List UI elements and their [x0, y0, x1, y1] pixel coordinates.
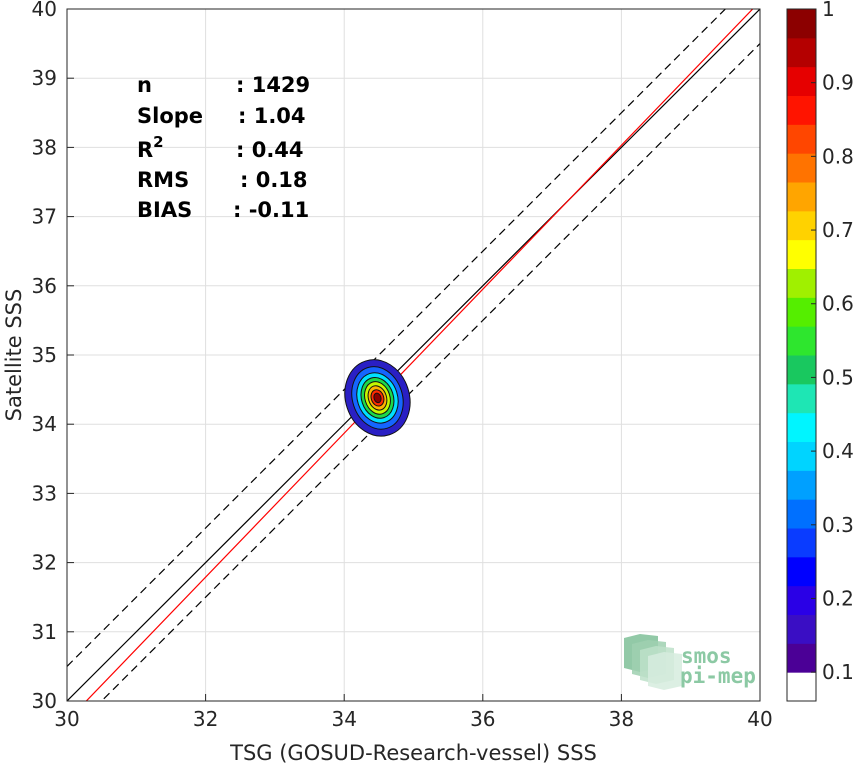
density-contours	[344, 359, 411, 437]
x-tick-label: 32	[193, 707, 218, 731]
y-tick-label: 38	[32, 135, 57, 159]
y-tick-label: 32	[32, 551, 57, 575]
colorbar-segment	[787, 210, 816, 241]
lower-bound-line	[100, 43, 760, 701]
colorbar-tick-label: 0.5	[822, 365, 854, 389]
colorbar-tick-label: 0.3	[822, 513, 854, 537]
colorbar-segment	[787, 355, 816, 385]
upper-bound-line	[67, 9, 727, 667]
stat-value: : -0.11	[233, 198, 309, 222]
x-tick-label: 40	[747, 707, 772, 731]
colorbar-frame	[786, 8, 817, 702]
colorbar-segment	[787, 9, 816, 39]
y-tick-label: 33	[32, 481, 57, 505]
colorbar-ticks: 0.1 0.2 0.3 0.4 0.5 0.6 0.7 0.8 0.9 1	[811, 0, 854, 684]
colorbar-segment	[787, 441, 816, 471]
stat-label: BIAS	[137, 198, 192, 222]
logo-text-smos: smos	[681, 644, 732, 668]
y-tick-label: 36	[32, 274, 57, 298]
identity-line	[67, 9, 760, 701]
y-tick-label: 37	[32, 205, 57, 229]
colorbar-segment	[787, 124, 816, 154]
y-tick-label: 39	[32, 66, 57, 90]
x-tick-label: 34	[331, 707, 356, 731]
colorbar-segment	[787, 528, 816, 558]
y-axis-ticks: 30 31 32 33 34 35 36 37 38 39 40	[32, 0, 74, 713]
colorbar-segment	[787, 383, 816, 414]
y-tick-label: 34	[32, 412, 57, 436]
stat-value: : 0.18	[240, 168, 308, 192]
colorbar-segment	[787, 326, 816, 356]
stat-value: : 1.04	[238, 104, 306, 128]
colorbar-segment	[787, 499, 816, 529]
x-axis-label: TSG (GOSUD-Research-vessel) SSS	[229, 741, 597, 765]
colorbar-segment	[787, 182, 816, 212]
stat-label: Slope	[137, 104, 203, 128]
colorbar-segment	[787, 672, 816, 702]
colorbar-segment	[787, 95, 816, 125]
colorbar-segment	[787, 66, 816, 96]
stat-label: RMS	[137, 168, 189, 192]
colorbar-segment	[787, 268, 816, 298]
y-tick-label: 31	[32, 620, 57, 644]
colorbar	[786, 8, 817, 702]
x-tick-label: 38	[609, 707, 634, 731]
colorbar-tick-label: 0.4	[822, 439, 854, 463]
colorbar-segment	[787, 470, 816, 500]
colorbar-segment	[787, 37, 816, 68]
colorbar-segment	[787, 297, 816, 327]
plot-lines	[67, 9, 760, 701]
colorbar-segment	[787, 153, 816, 183]
y-tick-label: 30	[32, 689, 57, 713]
colorbar-segment	[787, 585, 816, 615]
x-tick-label: 30	[54, 707, 79, 731]
stats-box: n : 1429 Slope : 1.04 R2 : 0.44 RMS : 0.18 BIAS:…	[137, 73, 310, 222]
stat-label: R2	[137, 133, 164, 162]
y-tick-label: 40	[32, 0, 57, 21]
colorbar-segment	[787, 412, 816, 442]
colorbar-segment	[787, 239, 816, 269]
logo-text-pimep: pi-mep	[680, 664, 756, 688]
colorbar-tick-label: 1	[822, 0, 835, 21]
colorbar-segment	[787, 614, 816, 644]
colorbar-segment	[787, 556, 816, 587]
y-axis-label: Satellite SSS	[2, 289, 26, 422]
colorbar-tick-label: 0.1	[822, 660, 854, 684]
stat-superscript: 2	[153, 133, 163, 151]
stat-label: n	[137, 73, 152, 97]
stat-value: : 1429	[236, 73, 310, 97]
colorbar-tick-label: 0.8	[822, 144, 854, 168]
x-tick-label: 36	[470, 707, 495, 731]
colorbar-tick-label: 0.7	[822, 218, 854, 242]
stat-value: : 0.44	[236, 138, 304, 162]
logo-wave	[648, 652, 682, 690]
colorbar-tick-label: 0.2	[822, 586, 854, 610]
colorbar-tick-label: 0.6	[822, 292, 854, 316]
colorbar-tick-label: 0.9	[822, 71, 854, 95]
x-axis-ticks: 30 32 34 36 38 40	[54, 694, 773, 731]
colorbar-segment	[787, 643, 816, 673]
y-tick-label: 35	[32, 343, 57, 367]
contour-level-8	[373, 392, 382, 404]
regression-line	[85, 9, 754, 701]
